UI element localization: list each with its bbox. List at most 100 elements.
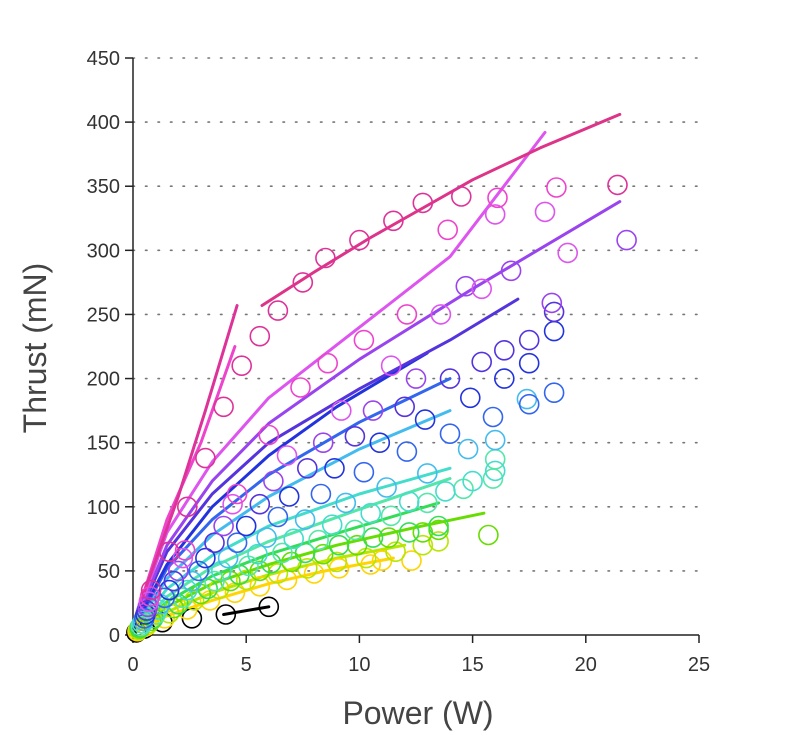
data-point bbox=[484, 448, 506, 470]
data-point bbox=[428, 515, 449, 537]
data-point bbox=[263, 470, 284, 492]
data-point bbox=[310, 483, 332, 505]
data-point bbox=[330, 400, 352, 421]
x-tick-label: 5 bbox=[241, 654, 252, 676]
tick-labels: 0 50 100 150 200 250 300 350 400 450 0 5 10 15 20 25 bbox=[87, 48, 711, 676]
data-point bbox=[435, 481, 456, 502]
data-point bbox=[335, 492, 357, 514]
data-point bbox=[396, 441, 418, 462]
data-point bbox=[396, 304, 418, 325]
y-tick-label: 300 bbox=[87, 240, 120, 262]
data-point bbox=[428, 531, 449, 552]
fit-lines bbox=[133, 112, 622, 634]
data-point bbox=[181, 570, 203, 592]
data-point bbox=[412, 192, 434, 214]
data-point bbox=[455, 275, 477, 297]
data-point bbox=[362, 527, 384, 548]
data-point bbox=[360, 554, 382, 575]
data-point bbox=[249, 560, 271, 582]
x-tick-label: 10 bbox=[348, 654, 370, 676]
data-point bbox=[172, 547, 194, 569]
data-point bbox=[616, 229, 637, 251]
x-tick-label: 20 bbox=[575, 654, 597, 676]
fit-line bbox=[133, 297, 520, 625]
fit-line bbox=[133, 377, 452, 628]
data-point bbox=[217, 547, 239, 569]
fit-line bbox=[133, 409, 452, 629]
data-point bbox=[493, 339, 515, 361]
data-point bbox=[344, 519, 366, 541]
data-point bbox=[416, 492, 438, 514]
data-points bbox=[126, 174, 637, 643]
data-point bbox=[543, 301, 565, 323]
x-tick-label: 0 bbox=[127, 654, 138, 676]
data-point bbox=[414, 409, 436, 430]
data-point bbox=[353, 461, 375, 483]
y-tick-label: 100 bbox=[87, 497, 120, 519]
y-tick-label: 150 bbox=[87, 433, 120, 455]
data-point bbox=[249, 325, 271, 347]
data-point bbox=[213, 396, 234, 418]
data-point bbox=[430, 304, 452, 325]
data-point bbox=[258, 596, 280, 618]
data-point bbox=[457, 438, 479, 460]
data-point bbox=[459, 387, 481, 409]
data-point bbox=[139, 586, 161, 607]
data-point bbox=[211, 560, 232, 582]
data-point bbox=[267, 506, 289, 528]
data-point bbox=[543, 382, 565, 404]
fit-line bbox=[133, 304, 239, 619]
data-point bbox=[235, 515, 257, 537]
data-point bbox=[401, 550, 422, 571]
data-point bbox=[249, 493, 271, 515]
data-point bbox=[303, 563, 325, 584]
fit-line bbox=[133, 130, 547, 623]
x-tick-label: 25 bbox=[688, 654, 710, 676]
data-point bbox=[308, 529, 329, 551]
data-point bbox=[439, 423, 461, 445]
data-point bbox=[385, 541, 406, 563]
data-point bbox=[140, 579, 162, 601]
data-point bbox=[312, 543, 334, 565]
data-point bbox=[294, 509, 316, 530]
data-point bbox=[328, 534, 350, 556]
data-point bbox=[163, 570, 185, 592]
data-point bbox=[518, 352, 540, 374]
data-point bbox=[292, 272, 314, 293]
data-point bbox=[437, 219, 459, 241]
data-point bbox=[412, 534, 434, 556]
data-point bbox=[215, 604, 237, 625]
data-point bbox=[168, 560, 189, 582]
data-point bbox=[247, 543, 268, 565]
data-point bbox=[256, 527, 277, 548]
data-point bbox=[213, 515, 234, 537]
fit-line bbox=[260, 112, 622, 307]
data-point bbox=[518, 393, 540, 415]
data-point bbox=[317, 352, 339, 374]
data-point bbox=[324, 457, 345, 479]
y-tick-label: 400 bbox=[87, 112, 120, 134]
data-point bbox=[204, 570, 225, 592]
data-point bbox=[518, 329, 540, 351]
data-point bbox=[294, 542, 316, 564]
data-point bbox=[543, 320, 565, 342]
fit-line bbox=[222, 605, 271, 616]
data-point bbox=[383, 210, 404, 232]
data-point bbox=[394, 396, 416, 418]
data-point bbox=[312, 432, 334, 454]
data-point bbox=[177, 496, 198, 518]
y-tick-label: 450 bbox=[87, 48, 120, 70]
data-point bbox=[344, 425, 366, 447]
data-point bbox=[174, 540, 196, 561]
data-point bbox=[541, 292, 563, 314]
data-point bbox=[222, 493, 243, 515]
data-point bbox=[493, 368, 515, 389]
data-point bbox=[546, 177, 567, 198]
data-point bbox=[267, 300, 289, 321]
data-point bbox=[439, 368, 461, 389]
data-point bbox=[321, 514, 343, 536]
data-point bbox=[471, 278, 493, 300]
data-point bbox=[226, 532, 248, 554]
data-point bbox=[487, 187, 508, 209]
